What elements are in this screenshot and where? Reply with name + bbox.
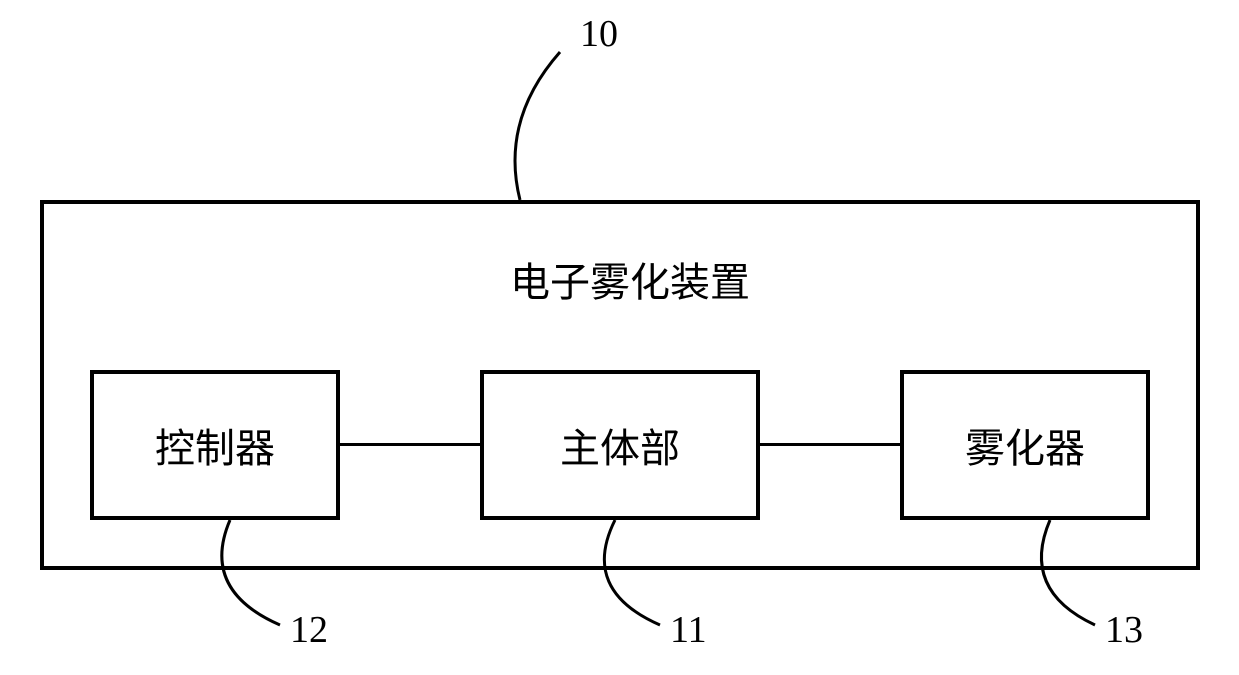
leader-outer-path — [515, 52, 560, 200]
ref-label-outer: 10 — [580, 12, 618, 56]
leader-controller — [195, 515, 285, 630]
connector-mainbody-atomizer — [760, 443, 900, 446]
ref-label-atomizer: 13 — [1105, 608, 1143, 652]
box-controller: 控制器 — [90, 370, 340, 520]
leader-atomizer-path — [1041, 520, 1095, 625]
ref-label-mainbody: 11 — [670, 608, 707, 652]
box-main-body-label: 主体部 — [560, 416, 680, 474]
box-atomizer: 雾化器 — [900, 370, 1150, 520]
leader-outer — [495, 47, 565, 205]
diagram-canvas: 电子雾化装置 10 控制器 主体部 雾化器 12 11 13 — [0, 0, 1239, 675]
leader-atomizer — [1015, 515, 1100, 630]
leader-mainbody — [575, 515, 665, 630]
box-main-body: 主体部 — [480, 370, 760, 520]
ref-label-controller: 12 — [290, 608, 328, 652]
leader-mainbody-path — [604, 520, 660, 625]
leader-controller-path — [222, 520, 280, 625]
box-controller-label: 控制器 — [155, 416, 275, 474]
box-atomizer-label: 雾化器 — [965, 416, 1085, 474]
outer-box-title: 电子雾化装置 — [500, 250, 760, 308]
connector-controller-mainbody — [340, 443, 480, 446]
